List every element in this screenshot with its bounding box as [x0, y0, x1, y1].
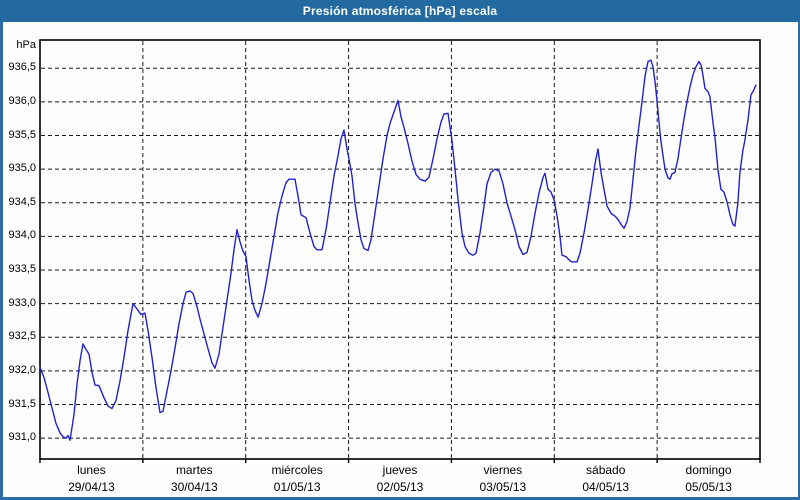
x-day-date-label: 05/05/13	[685, 480, 732, 494]
x-day-date-label: 30/04/13	[170, 480, 218, 494]
y-tick-label: 931,0	[8, 431, 36, 444]
y-tick-label: 931,5	[8, 397, 36, 410]
x-day-date-label: 03/05/13	[479, 480, 527, 494]
x-day-name-label: domingo	[685, 463, 732, 477]
frame-border-left	[0, 22, 3, 500]
y-tick-label: 935,5	[8, 128, 36, 141]
x-day-name-label: sábado	[586, 463, 626, 477]
y-tick-label: 934,0	[8, 229, 36, 242]
y-tick-label: 932,5	[8, 330, 36, 343]
y-tick-label: 933,5	[8, 263, 36, 275]
x-day-date-label: 04/05/13	[582, 480, 630, 494]
x-day-name-label: jueves	[382, 463, 418, 477]
x-day-date-label: 01/05/13	[273, 480, 321, 494]
y-tick-label: 934,5	[8, 195, 36, 208]
x-day-name-label: viernes	[483, 463, 523, 477]
y-tick-label: 932,0	[8, 363, 36, 376]
title-bar: Presión atmosférica [hPa] escala	[0, 0, 800, 22]
x-day-name-label: lunes	[77, 463, 106, 477]
y-axis-unit-label: hPa	[16, 39, 36, 51]
x-day-date-label: 29/04/13	[68, 480, 115, 494]
page-title: Presión atmosférica [hPa] escala	[302, 4, 498, 18]
pressure-line	[39, 59, 757, 441]
y-tick-label: 936,0	[8, 94, 36, 107]
x-day-date-label: 02/05/13	[376, 480, 424, 494]
y-tick-label: 935,0	[8, 162, 36, 175]
plot-border	[39, 39, 761, 460]
y-tick-label: 936,5	[8, 61, 36, 74]
frame-border-right	[798, 22, 800, 500]
x-day-name-label: martes	[175, 463, 213, 477]
y-tick-label: 933,0	[8, 296, 36, 309]
x-day-name-label: miércoles	[271, 463, 323, 477]
frame-border-bottom	[0, 497, 800, 500]
